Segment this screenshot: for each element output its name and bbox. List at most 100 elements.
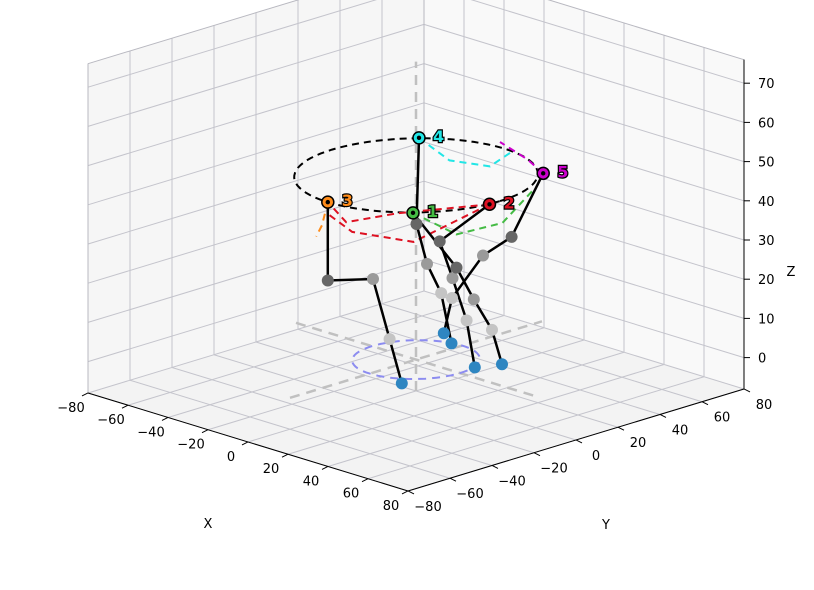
joint-point — [486, 323, 498, 336]
y-tick-label: −80 — [414, 500, 441, 515]
grid-line — [423, 63, 745, 163]
grid-line — [423, 180, 745, 280]
grid-line — [87, 180, 425, 284]
y-tick-label: 40 — [672, 423, 689, 438]
joint-point — [446, 291, 458, 304]
x-tick-label: 20 — [263, 462, 280, 477]
marker-label: 3 — [342, 191, 353, 210]
grid-line — [87, 102, 425, 206]
dashed-arc — [412, 190, 534, 236]
x-tick-label: −60 — [97, 413, 124, 428]
joint-point — [367, 273, 379, 286]
z-tick-label: 50 — [758, 156, 775, 171]
joint-point — [410, 217, 423, 230]
grid-line — [129, 379, 451, 479]
x-tick-label: 40 — [303, 474, 320, 489]
foot-point — [496, 358, 508, 371]
x-tick-label: 80 — [383, 499, 400, 514]
grid-line — [423, 259, 745, 359]
base-ring — [351, 339, 481, 380]
x-tick-mark — [81, 392, 89, 397]
x-center-guide — [295, 321, 537, 398]
marker-label: 2 — [504, 193, 515, 212]
z-axis-label: Z — [787, 265, 796, 280]
grid-line — [171, 366, 493, 466]
marker-center — [541, 171, 546, 176]
y-tick-mark — [743, 388, 751, 393]
joint-point — [321, 274, 334, 287]
grid-line — [87, 0, 377, 88]
grid-line — [423, 23, 745, 123]
y-axis-label: Y — [601, 518, 610, 533]
grid-line — [87, 141, 425, 245]
y-tick-mark — [617, 426, 625, 431]
foot-point — [395, 377, 408, 390]
x-tick-mark — [241, 441, 249, 446]
grid-line — [423, 219, 745, 319]
joint-point — [460, 314, 473, 327]
dashed-arc — [327, 201, 490, 224]
dashed-arc — [327, 203, 490, 243]
joint-point — [435, 287, 448, 300]
x-tick-label: −40 — [137, 425, 164, 440]
y-tick-mark — [533, 452, 541, 457]
x-tick-label: 0 — [227, 450, 235, 465]
dashed-arc — [499, 141, 544, 175]
y-tick-label: 0 — [592, 449, 600, 464]
marker-label: 5 — [557, 162, 568, 181]
data-layer: 1 2 3 4 5 — [293, 126, 570, 390]
y-tick-mark — [407, 490, 415, 495]
y-tick-label: 60 — [714, 411, 731, 426]
dashed-arc — [418, 137, 511, 168]
grid-line — [470, 0, 745, 84]
z-tick-label: 20 — [758, 273, 775, 288]
x-tick-mark — [161, 417, 169, 421]
marker-center — [416, 135, 422, 141]
y-tick-label: 80 — [756, 398, 773, 413]
top-ring — [293, 137, 539, 214]
foot-point — [468, 361, 481, 374]
x-tick-label: −20 — [177, 438, 204, 453]
grid-line — [297, 328, 619, 428]
marker-center — [410, 210, 416, 216]
joint-point — [505, 230, 518, 243]
joint-point — [383, 333, 396, 346]
z-tick-label: 70 — [758, 77, 775, 92]
z-tick-label: 60 — [758, 116, 775, 131]
y-tick-label: −60 — [456, 487, 483, 502]
x-tick-mark — [201, 429, 209, 434]
y-center-guide — [289, 320, 543, 400]
center-guides — [289, 61, 543, 400]
y-tick-mark — [659, 414, 667, 418]
x-tick-mark — [321, 466, 329, 470]
z-tick-label: 0 — [758, 352, 766, 367]
y-tick-label: −20 — [540, 462, 567, 477]
x-tick-mark — [121, 404, 129, 409]
grid-line — [87, 23, 425, 127]
joint-point — [433, 235, 446, 248]
z-tick-label: 40 — [758, 195, 775, 210]
grid-line — [87, 219, 425, 323]
y-tick-mark — [575, 439, 583, 444]
y-tick-mark — [491, 465, 499, 469]
x-tick-mark — [361, 478, 369, 483]
x-tick-label: 60 — [343, 487, 360, 502]
joint-point — [450, 261, 463, 274]
x-axis-label: X — [204, 517, 213, 532]
grid-line — [87, 63, 425, 167]
grid-line — [423, 141, 745, 241]
joint-point — [477, 249, 489, 262]
grid-line — [423, 102, 745, 202]
marker-label: 4 — [433, 127, 444, 146]
pane-edge — [547, 0, 745, 61]
joint-point — [446, 272, 459, 285]
x-tick-mark — [281, 453, 289, 458]
marker-center — [325, 199, 330, 205]
x-tick-label: −80 — [57, 401, 84, 416]
y-tick-mark — [701, 401, 709, 406]
foot-point — [437, 327, 450, 340]
z-tick-label: 30 — [758, 234, 775, 249]
y-tick-label: −40 — [498, 474, 525, 489]
